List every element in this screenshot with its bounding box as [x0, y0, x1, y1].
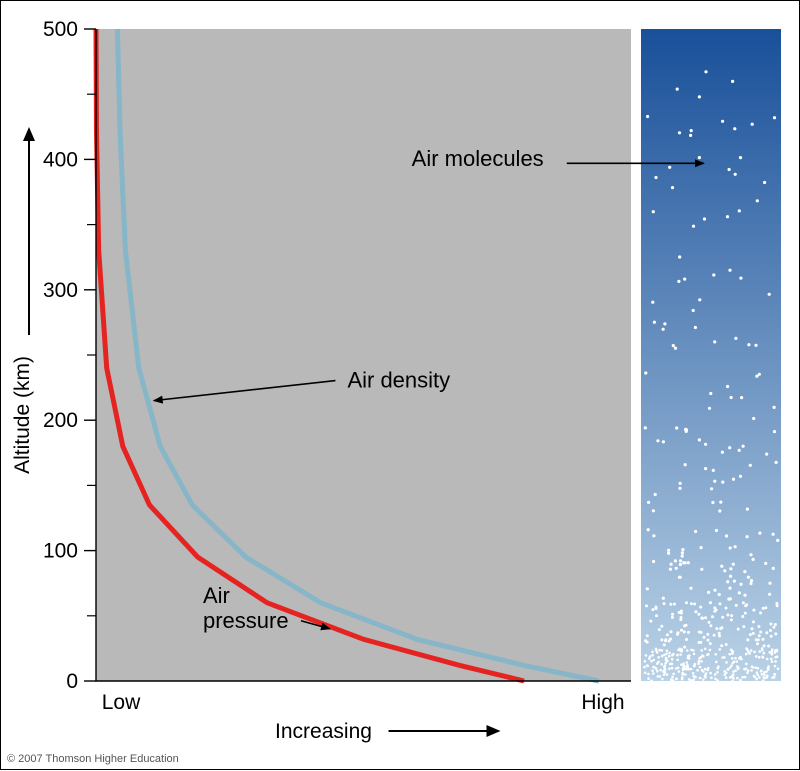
air-pressure-label-line2: pressure: [203, 608, 289, 633]
x-high-label: High: [581, 691, 624, 714]
y-axis-title-group: Altitude (km): [11, 129, 34, 474]
y-axis-label: Altitude (km): [11, 356, 34, 474]
molecules-panel-bg: [641, 29, 781, 681]
copyright-text: © 2007 Thomson Higher Education: [7, 753, 179, 765]
y-tick-label: 200: [43, 409, 78, 432]
air-molecules-label: Air molecules: [412, 146, 544, 171]
y-tick-label: 0: [66, 670, 78, 693]
y-tick-label: 500: [43, 18, 78, 41]
air-pressure-label-line1: Air: [203, 583, 230, 608]
plot-background: [96, 29, 631, 681]
chart-figure: 0100200300400500 Altitude (km) Low High …: [1, 1, 800, 771]
y-tick-label: 300: [43, 279, 78, 302]
y-tick-label: 100: [43, 540, 78, 563]
y-tick-label: 400: [43, 148, 78, 171]
x-axis-label: Increasing: [275, 720, 372, 743]
x-low-label: Low: [102, 691, 141, 714]
y-ticks: 0 100 200 300 400 500: [43, 18, 96, 693]
air-density-label: Air density: [347, 368, 450, 393]
